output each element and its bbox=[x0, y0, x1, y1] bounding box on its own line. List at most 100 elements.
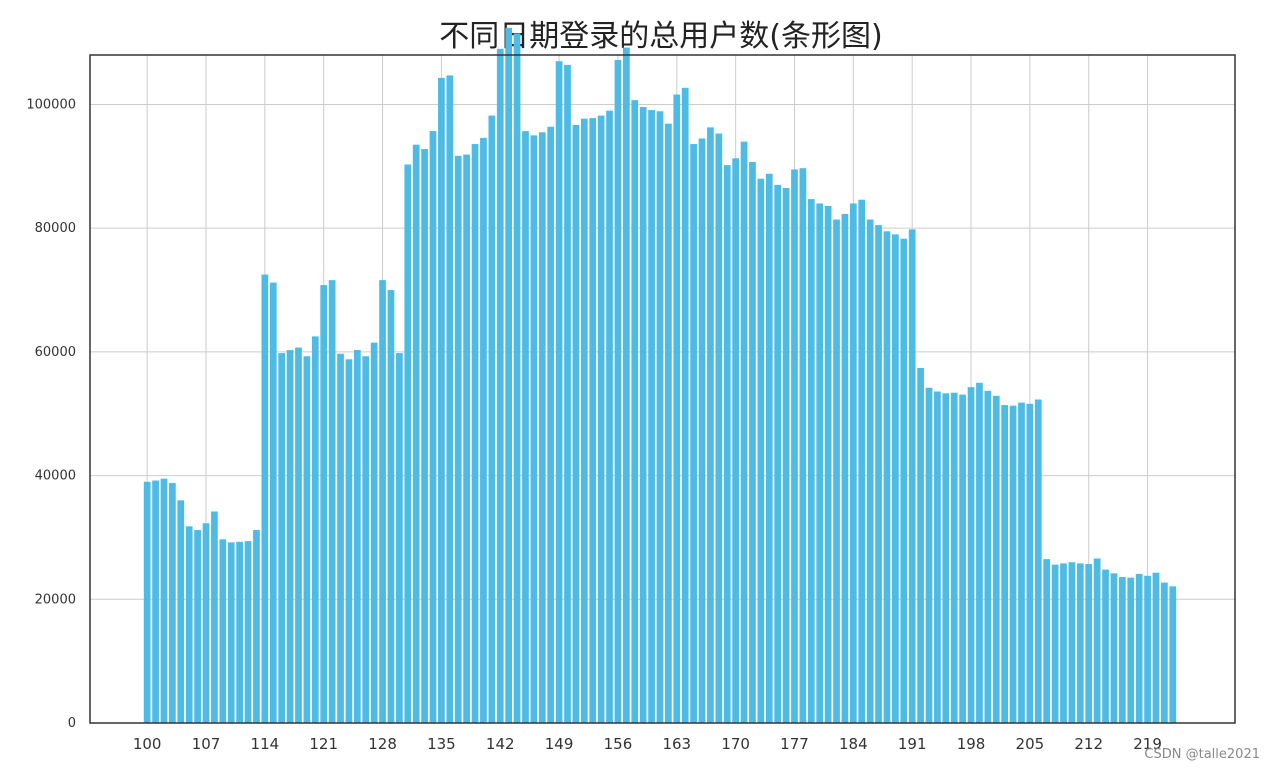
bar bbox=[1026, 403, 1034, 723]
chart-title: 不同日期登录的总用户数(条形图) bbox=[439, 19, 882, 54]
bar bbox=[1161, 582, 1168, 723]
y-tick-label: 60000 bbox=[35, 345, 76, 360]
bar bbox=[471, 144, 479, 724]
bar bbox=[816, 203, 824, 723]
bar bbox=[1135, 573, 1143, 723]
bar bbox=[589, 118, 597, 724]
bar bbox=[757, 178, 765, 723]
bar bbox=[454, 155, 462, 724]
bar bbox=[328, 280, 336, 723]
bar bbox=[362, 356, 370, 723]
bar bbox=[295, 347, 302, 723]
bar bbox=[715, 133, 723, 723]
bar bbox=[681, 87, 689, 723]
bar bbox=[143, 481, 151, 723]
bar bbox=[303, 356, 311, 723]
bar bbox=[463, 154, 470, 723]
x-tick-label: 107 bbox=[192, 735, 221, 753]
bar bbox=[480, 137, 487, 724]
bar bbox=[538, 132, 546, 723]
x-tick-label: 184 bbox=[839, 735, 868, 753]
bar bbox=[1102, 569, 1109, 723]
bar bbox=[1152, 572, 1160, 723]
bar bbox=[580, 118, 588, 724]
bar bbox=[883, 231, 891, 723]
bar bbox=[976, 382, 983, 723]
bar bbox=[665, 123, 672, 723]
bar bbox=[925, 387, 933, 723]
bar bbox=[547, 126, 555, 723]
bar bbox=[673, 94, 681, 723]
bar bbox=[723, 165, 731, 723]
x-tick-label: 198 bbox=[957, 735, 986, 753]
bar bbox=[656, 111, 664, 724]
bar bbox=[833, 219, 840, 723]
bar bbox=[513, 33, 521, 723]
bar bbox=[782, 187, 790, 724]
bar bbox=[950, 392, 958, 723]
bar bbox=[236, 541, 244, 723]
bar bbox=[892, 234, 899, 724]
x-tick-label: 191 bbox=[898, 735, 927, 753]
bar bbox=[631, 100, 639, 723]
bar bbox=[1034, 399, 1042, 723]
x-tick-label: 170 bbox=[721, 735, 750, 753]
bar bbox=[875, 225, 882, 723]
bar bbox=[1068, 562, 1076, 723]
bar bbox=[639, 106, 647, 723]
bar bbox=[791, 169, 798, 724]
x-tick-label: 156 bbox=[604, 735, 633, 753]
bar bbox=[261, 274, 269, 723]
bar bbox=[522, 131, 529, 724]
bar bbox=[177, 500, 185, 723]
y-tick-label: 0 bbox=[68, 716, 76, 731]
bar bbox=[227, 542, 235, 723]
y-tick-label: 40000 bbox=[35, 469, 76, 484]
bar bbox=[732, 158, 740, 723]
bar bbox=[824, 205, 832, 723]
x-tick-label: 212 bbox=[1074, 735, 1103, 753]
plot-frame bbox=[89, 54, 1236, 724]
watermark: CSDN @talle2021 bbox=[1144, 747, 1260, 762]
bar bbox=[849, 203, 857, 723]
bar bbox=[488, 115, 496, 724]
bar bbox=[597, 115, 605, 724]
bar bbox=[774, 184, 782, 723]
x-tick-label: 142 bbox=[486, 735, 515, 753]
bar bbox=[866, 219, 874, 723]
bar bbox=[211, 511, 218, 723]
x-tick-label: 205 bbox=[1016, 735, 1045, 753]
x-tick-label: 114 bbox=[251, 735, 280, 753]
bar bbox=[992, 395, 1000, 723]
bar bbox=[530, 135, 538, 723]
bar bbox=[908, 229, 916, 723]
x-tick-label: 163 bbox=[662, 735, 691, 753]
bar bbox=[917, 367, 924, 723]
bar bbox=[1085, 564, 1093, 723]
bar bbox=[1144, 575, 1151, 723]
bar bbox=[320, 285, 328, 723]
bar bbox=[614, 59, 622, 724]
y-axis-ticks: 0 20000 40000 60000 80000 100000 bbox=[26, 97, 76, 731]
bar bbox=[1093, 558, 1101, 723]
y-tick-label: 100000 bbox=[26, 97, 76, 112]
bar bbox=[799, 168, 807, 723]
bar bbox=[934, 391, 941, 723]
bar bbox=[387, 290, 395, 723]
bar bbox=[1169, 586, 1177, 723]
bar bbox=[505, 27, 513, 724]
bar bbox=[421, 149, 428, 723]
x-tick-label: 128 bbox=[368, 735, 397, 753]
bar bbox=[345, 359, 353, 723]
bar bbox=[379, 280, 386, 723]
bar bbox=[1043, 559, 1051, 723]
y-tick-label: 20000 bbox=[35, 592, 76, 607]
bar bbox=[1001, 405, 1009, 723]
bar bbox=[404, 164, 412, 723]
bar bbox=[1018, 402, 1025, 723]
bar bbox=[370, 342, 378, 723]
bar bbox=[984, 390, 992, 723]
bar bbox=[1118, 577, 1126, 723]
bar bbox=[412, 144, 420, 723]
x-tick-label: 135 bbox=[427, 735, 456, 753]
